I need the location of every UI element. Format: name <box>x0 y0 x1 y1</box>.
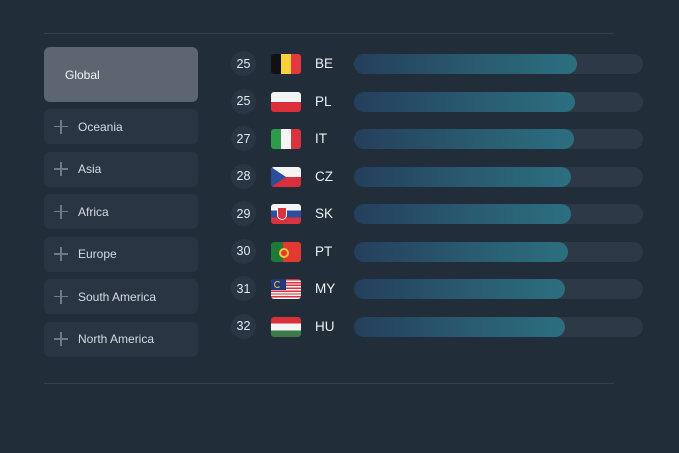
region-oceania[interactable]: Oceania <box>44 109 198 144</box>
ranking-row: 31 MY <box>231 276 644 314</box>
top-divider <box>44 33 614 34</box>
ranking-row: 25 BE <box>231 51 644 89</box>
ranking-row: 27 IT <box>231 126 644 164</box>
region-label: Europe <box>78 247 117 261</box>
ranking-row: 30 PT <box>231 238 644 277</box>
region-label: Oceania <box>78 119 123 134</box>
region-label: South America <box>78 289 157 304</box>
plus-icon <box>54 289 68 304</box>
rank-badge: 31 <box>231 276 256 301</box>
country-code: CZ <box>315 168 333 184</box>
rank-badge: 27 <box>231 126 256 151</box>
ranking-row: 29 SK <box>231 201 644 239</box>
bottom-divider <box>44 383 614 384</box>
ranking-row: 32 HU <box>231 313 644 352</box>
portugal-flag-icon <box>271 241 301 262</box>
rank-badge: 25 <box>231 88 256 114</box>
rank-badge: 25 <box>231 51 256 76</box>
country-code: IT <box>315 131 327 146</box>
score-bar-fill <box>354 279 565 299</box>
czechia-flag-icon <box>271 166 301 187</box>
plus-icon <box>54 247 68 261</box>
score-bar-fill <box>354 241 568 262</box>
plus-icon <box>54 332 68 346</box>
score-bar <box>354 54 643 74</box>
rank-badge: 29 <box>231 201 256 226</box>
region-label: Global <box>65 67 100 82</box>
plus-icon <box>54 119 68 134</box>
score-bar <box>354 166 643 187</box>
score-bar <box>354 129 643 149</box>
poland-flag-icon <box>271 91 301 112</box>
belgium-flag-icon <box>271 54 301 74</box>
score-bar <box>354 316 643 337</box>
score-bar <box>354 204 643 224</box>
slovakia-flag-icon <box>271 204 301 224</box>
country-code: SK <box>315 206 334 221</box>
region-north-america[interactable]: North America <box>44 321 198 357</box>
score-bar-fill <box>354 204 571 224</box>
region-label: North America <box>78 332 155 346</box>
italy-flag-icon <box>271 129 301 149</box>
region-sidebar: Global Oceania Asia Africa Europe South … <box>44 47 198 364</box>
score-bar <box>354 91 643 112</box>
malaysia-flag-icon <box>271 279 301 299</box>
score-bar-fill <box>354 316 565 337</box>
rank-badge: 30 <box>231 238 256 264</box>
region-global[interactable]: Global <box>44 47 198 102</box>
region-europe[interactable]: Europe <box>44 236 198 272</box>
region-south-america[interactable]: South America <box>44 279 198 314</box>
country-code: PT <box>315 243 333 259</box>
rank-badge: 28 <box>231 163 256 189</box>
ranking-row: 25 PL <box>231 88 644 127</box>
rank-badge: 32 <box>231 313 256 339</box>
plus-icon <box>54 162 68 176</box>
ranking-row: 28 CZ <box>231 163 644 202</box>
country-code: BE <box>315 56 334 71</box>
region-label: Africa <box>78 204 109 219</box>
score-bar-fill <box>354 166 571 187</box>
region-africa[interactable]: Africa <box>44 194 198 229</box>
region-asia[interactable]: Asia <box>44 151 198 187</box>
country-code: PL <box>315 93 332 109</box>
country-code: HU <box>315 318 335 334</box>
region-label: Asia <box>78 162 102 176</box>
score-bar <box>354 279 643 299</box>
score-bar <box>354 241 643 262</box>
plus-icon <box>54 204 68 219</box>
score-bar-fill <box>354 54 577 74</box>
hungary-flag-icon <box>271 316 301 337</box>
country-code: MY <box>315 281 336 296</box>
score-bar-fill <box>354 91 576 112</box>
country-ranking-list: 25 BE 25 PL 27 IT 28 CZ 29 SK 30 PT 31 M… <box>231 51 644 351</box>
score-bar-fill <box>354 129 574 149</box>
